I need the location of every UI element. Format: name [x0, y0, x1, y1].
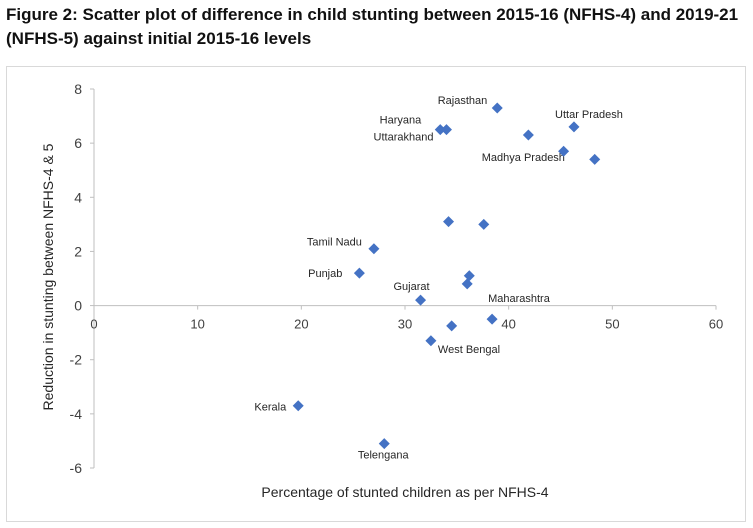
data-point — [568, 121, 580, 133]
data-point — [353, 267, 365, 279]
y-tick-label: 0 — [74, 298, 82, 314]
x-tick-label: 0 — [90, 317, 97, 332]
data-point — [292, 400, 304, 412]
x-tick-label: 60 — [709, 317, 723, 332]
figure-title: Figure 2: Scatter plot of difference in … — [6, 5, 739, 48]
point-label: Uttarakhand — [374, 132, 434, 144]
y-tick-label: -2 — [70, 352, 83, 368]
y-tick-label: -6 — [70, 460, 83, 476]
y-tick-label: 6 — [74, 135, 82, 151]
x-axis-label: Percentage of stunted children as per NF… — [261, 484, 549, 500]
point-label: Maharashtra — [488, 293, 551, 305]
point-label: Madhya Pradesh — [482, 152, 565, 164]
point-label: Tamil Nadu — [307, 237, 362, 249]
data-point — [440, 124, 452, 136]
x-tick-label: 10 — [190, 317, 204, 332]
chart-frame — [6, 66, 746, 522]
y-tick-label: -4 — [70, 406, 83, 422]
data-point — [446, 320, 458, 332]
y-tick-label: 2 — [74, 243, 82, 259]
data-point — [478, 218, 490, 230]
data-point — [558, 145, 570, 157]
point-label: Uttar Pradesh — [555, 109, 623, 121]
point-label: Gujarat — [394, 281, 430, 293]
data-point — [425, 335, 437, 347]
data-point — [368, 243, 380, 255]
data-point — [461, 278, 473, 290]
data-point — [415, 294, 427, 306]
data-point — [463, 270, 475, 282]
point-label: West Bengal — [438, 344, 500, 356]
data-point — [378, 438, 390, 450]
data-point — [443, 216, 455, 228]
point-label: Punjab — [308, 268, 342, 280]
y-axis-label: Reduction in stunting between NFHS-4 & 5 — [40, 143, 56, 411]
x-tick-label: 50 — [605, 317, 619, 332]
x-tick-label: 30 — [398, 317, 412, 332]
y-tick-label: 8 — [74, 81, 82, 97]
data-point — [486, 313, 498, 325]
point-label: Rajasthan — [438, 95, 488, 107]
point-label: Telengana — [358, 450, 410, 462]
data-point — [434, 124, 446, 136]
point-label: Kerala — [254, 402, 287, 414]
y-tick-label: 4 — [74, 189, 82, 205]
x-tick-label: 20 — [294, 317, 308, 332]
data-point — [589, 153, 601, 165]
point-label: Haryana — [380, 115, 422, 127]
data-point — [491, 102, 503, 114]
x-tick-label: 40 — [501, 317, 515, 332]
data-point — [522, 129, 534, 141]
